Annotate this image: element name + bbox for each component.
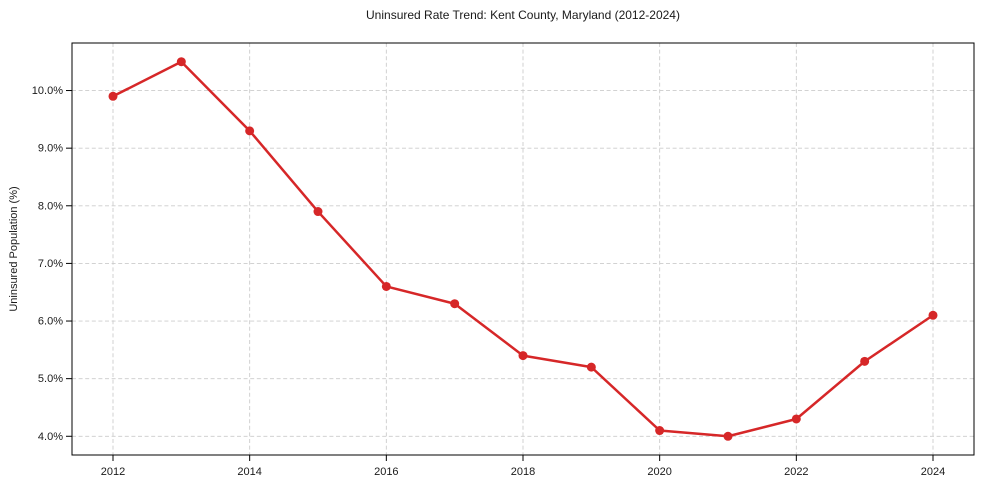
- x-tick-label: 2024: [921, 466, 945, 478]
- data-point: [860, 356, 870, 366]
- data-point: [176, 57, 186, 67]
- data-point: [108, 91, 118, 101]
- x-tick-label: 2018: [511, 466, 535, 478]
- x-tick-label: 2012: [101, 466, 125, 478]
- data-point: [518, 351, 528, 361]
- axes-frame: [71, 42, 975, 456]
- chart-title: Uninsured Rate Trend: Kent County, Maryl…: [366, 8, 680, 22]
- data-point: [928, 310, 938, 320]
- data-point: [245, 126, 255, 136]
- data-point: [791, 414, 801, 424]
- y-tick-label: 6.0%: [38, 316, 63, 328]
- y-tick-label: 9.0%: [38, 143, 63, 155]
- x-tick-label: 2020: [647, 466, 671, 478]
- data-point: [655, 426, 665, 436]
- y-tick-label: 8.0%: [38, 200, 63, 212]
- data-point: [586, 362, 596, 372]
- data-point: [723, 431, 733, 441]
- data-point: [313, 207, 323, 217]
- y-tick-label: 5.0%: [38, 373, 63, 385]
- y-tick-label: 4.0%: [38, 431, 63, 443]
- x-tick-label: 2016: [374, 466, 398, 478]
- data-point: [450, 299, 460, 309]
- x-tick-label: 2014: [237, 466, 261, 478]
- y-tick-label: 10.0%: [32, 85, 63, 97]
- y-tick-label: 7.0%: [38, 258, 63, 270]
- x-tick-label: 2022: [784, 466, 808, 478]
- data-point: [381, 281, 391, 291]
